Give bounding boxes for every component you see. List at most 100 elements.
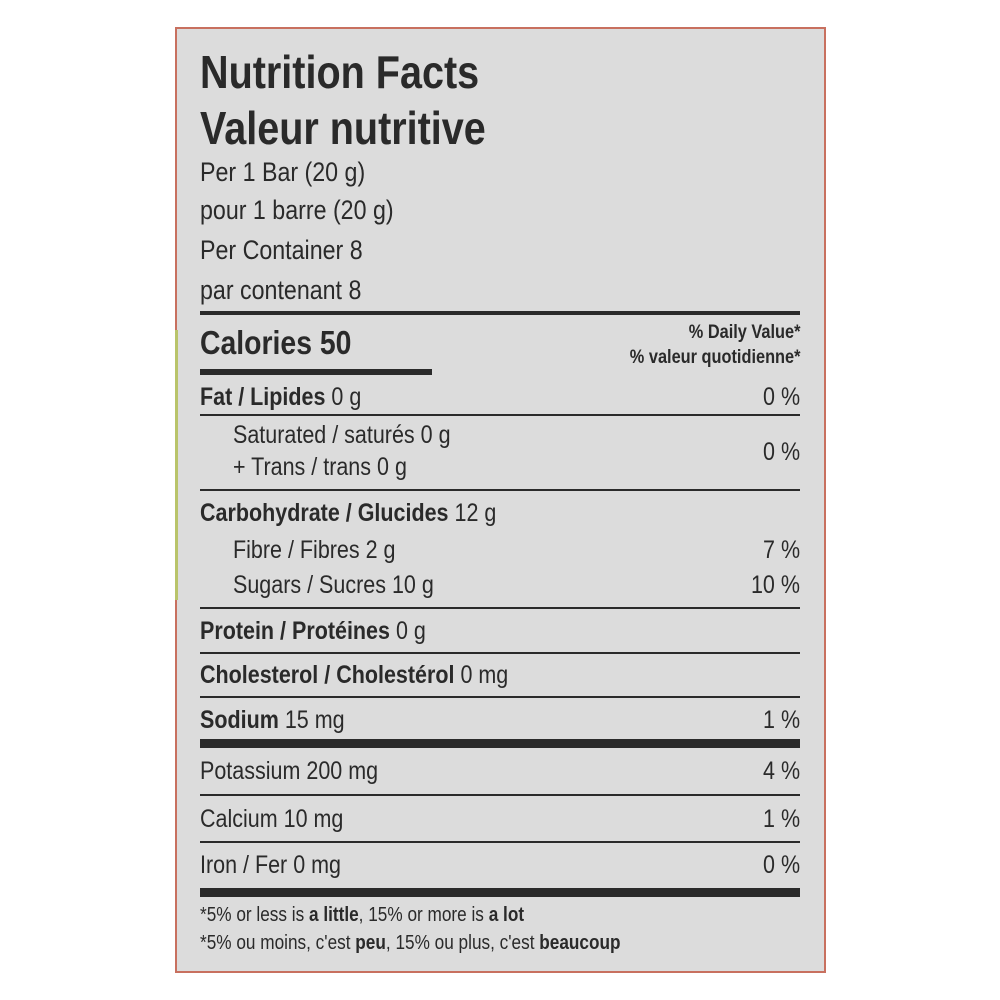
nutrition-facts-panel — [175, 27, 826, 973]
divider-thick — [200, 739, 800, 748]
label-text: Per 1 Bar (20 g) — [200, 157, 366, 187]
label-text: Carbohydrate / Glucides — [200, 499, 449, 527]
text: Fat / Lipides 0 g — [200, 381, 361, 413]
label-text: 0 % — [762, 383, 800, 411]
label-text: 15 mg — [284, 706, 345, 734]
label-text: 0 mg — [293, 851, 342, 879]
divider — [200, 794, 800, 796]
text: Fibre / Fibres 2 g — [233, 534, 396, 566]
divider — [200, 489, 800, 491]
divider — [200, 414, 800, 416]
label-text: Fat / Lipides — [200, 383, 326, 411]
label-text: 1 % — [762, 805, 800, 833]
text: Iron / Fer 0 mg — [200, 849, 341, 881]
label-text: , 15% ou plus, c'est — [385, 932, 540, 954]
daily-value-header: % Daily Value* % valeur quotidienne* — [629, 320, 800, 370]
serving-line: Per 1 Bar (20 g) — [200, 154, 800, 190]
label-text: *5% ou moins, c'est — [200, 932, 356, 954]
label-text: 2 g — [365, 536, 396, 564]
nutrient-row-carbohydrate: Carbohydrate / Glucides 12 g — [200, 497, 800, 529]
divider — [200, 652, 800, 654]
nutrient-row-fat: Fat / Lipides 0 g 0 % — [200, 381, 800, 413]
divider-thick — [200, 888, 800, 897]
label-text: 10 mg — [283, 805, 344, 833]
divider — [200, 311, 800, 315]
label-text: 4 % — [762, 757, 800, 785]
label-text: Sugars / Sucres — [233, 571, 386, 599]
label-text: 12 g — [454, 499, 497, 527]
label-text: pour 1 barre (20 g) — [200, 195, 394, 225]
text: Calcium 10 mg — [200, 803, 343, 835]
label-text: 0 % — [762, 438, 800, 466]
text: *5% ou moins, c'est peu, 15% ou plus, c'… — [200, 930, 620, 956]
text: Potassium 200 mg — [200, 755, 378, 787]
label-text: Saturated / saturés — [233, 421, 415, 449]
nutrient-row-potassium: Potassium 200 mg 4 % — [200, 755, 800, 787]
label-text: a little — [308, 904, 359, 926]
label-text: 10 % — [750, 571, 800, 599]
label-text: Per Container 8 — [200, 235, 363, 265]
text: Cholesterol / Cholestérol 0 mg — [200, 659, 508, 691]
text: *5% or less is a little, 15% or more is … — [200, 902, 524, 928]
nutrient-row-trans: + Trans / trans 0 g — [200, 451, 800, 483]
sat-trans-dv: 0 % — [200, 436, 800, 468]
calories-underline — [200, 369, 432, 375]
text: Protein / Protéines 0 g — [200, 615, 426, 647]
divider — [200, 607, 800, 609]
text: Sodium 15 mg — [200, 704, 345, 736]
nutrient-row-protein: Protein / Protéines 0 g — [200, 615, 800, 647]
text: + Trans / trans 0 g — [233, 451, 407, 483]
label-text: par contenant 8 — [200, 275, 362, 305]
label-text: Fibre / Fibres — [233, 536, 360, 564]
calories-row: Calories 50 % Daily Value* % valeur quoti… — [200, 320, 800, 370]
edge-strip — [175, 330, 178, 600]
serving-line: Per Container 8 — [200, 232, 800, 268]
label-text: 10 g — [391, 571, 434, 599]
label-text: + Trans / trans — [233, 453, 372, 481]
divider — [200, 841, 800, 843]
label-text: *5% or less is — [200, 904, 309, 926]
text: Calories 50 — [200, 320, 351, 366]
nutrient-row-cholesterol: Cholesterol / Cholestérol 0 mg — [200, 659, 800, 691]
calories-label: Calories — [200, 324, 313, 361]
label-text: Cholesterol / Cholestérol — [200, 661, 455, 689]
label-text: 7 % — [762, 536, 800, 564]
label-text: Nutrition Facts — [200, 46, 480, 98]
label-text: 0 g — [420, 421, 451, 449]
title-fr: Valeur nutritive — [200, 103, 800, 153]
label-text: 0 % — [762, 851, 800, 879]
label-text: beaucoup — [539, 932, 621, 954]
footnote-en: *5% or less is a little, 15% or more is … — [200, 902, 800, 928]
label-text: Potassium — [200, 757, 301, 785]
nutrient-row-saturated: Saturated / saturés 0 g — [200, 419, 800, 451]
footnote-fr: *5% ou moins, c'est peu, 15% ou plus, c'… — [200, 930, 800, 956]
text: Carbohydrate / Glucides 12 g — [200, 497, 496, 529]
nutrient-row-iron: Iron / Fer 0 mg 0 % — [200, 849, 800, 881]
text: Sugars / Sucres 10 g — [233, 569, 434, 601]
nutrient-row-calcium: Calcium 10 mg 1 % — [200, 803, 800, 835]
label-text: 1 % — [762, 706, 800, 734]
label-text: Iron / Fer — [200, 851, 288, 879]
label-text: peu — [355, 932, 386, 954]
nutrient-row-fibre: Fibre / Fibres 2 g 7 % — [200, 534, 800, 566]
label-text: 0 g — [377, 453, 407, 481]
calories-value: 50 — [319, 324, 352, 361]
label-text: Sodium — [200, 706, 279, 734]
label-text: 200 mg — [306, 757, 379, 785]
label-text: 0 mg — [460, 661, 509, 689]
text: Saturated / saturés 0 g — [233, 419, 451, 451]
label-text: 0 g — [395, 617, 426, 645]
serving-line: pour 1 barre (20 g) — [200, 192, 800, 228]
divider — [200, 696, 800, 698]
label-text: Calcium — [200, 805, 278, 833]
label-text: Valeur nutritive — [200, 102, 486, 154]
label-text: Protein / Protéines — [200, 617, 390, 645]
nutrient-row-sugars: Sugars / Sucres 10 g 10 % — [200, 569, 800, 601]
nutrient-row-sodium: Sodium 15 mg 1 % — [200, 704, 800, 736]
serving-line: par contenant 8 — [200, 272, 800, 308]
label-text: % valeur quotidienne* — [629, 347, 800, 368]
label-text: a lot — [488, 904, 525, 926]
label-text: % Daily Value* — [688, 322, 800, 343]
label-text: 0 g — [331, 383, 362, 411]
label-text: , 15% or more is — [358, 904, 489, 926]
